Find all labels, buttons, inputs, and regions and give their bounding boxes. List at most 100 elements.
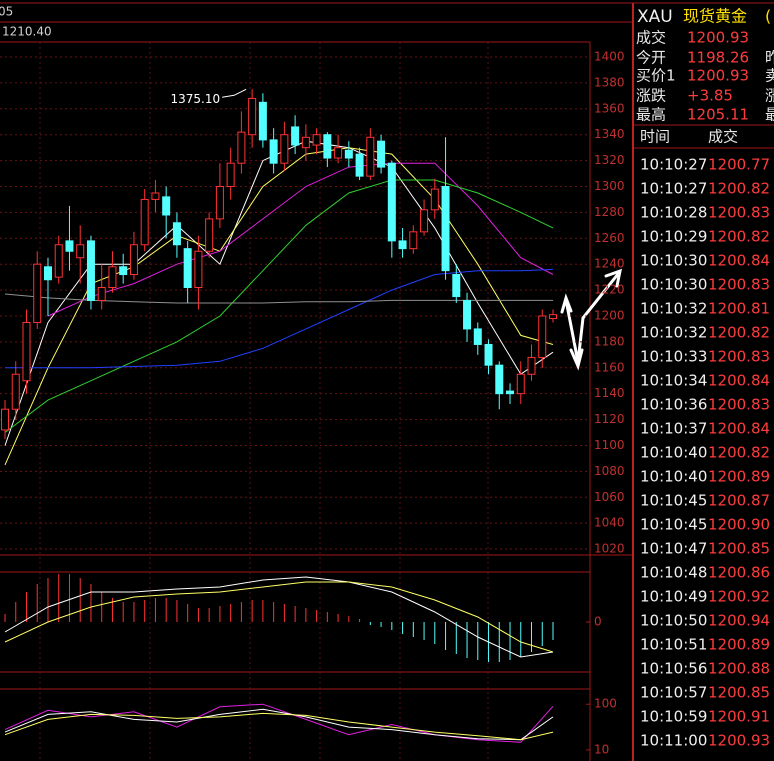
candle-body xyxy=(334,147,343,159)
trades-header: 成交 xyxy=(708,128,738,146)
candle-body xyxy=(409,231,418,250)
trade-time: 10:10:47 xyxy=(640,540,707,558)
trade-time: 10:10:48 xyxy=(640,564,707,582)
y-tick-label: 1160 xyxy=(594,360,625,374)
arrow-head xyxy=(560,293,573,314)
chart-panel: 1020 1040 1060 1080 1100 1120 1140 1160 1180 1200… xyxy=(0,50,625,556)
y-tick-label: 1180 xyxy=(594,334,625,348)
trade-price: 1200.83 xyxy=(708,348,770,366)
candle-body xyxy=(172,222,181,246)
quote-label: 最高 xyxy=(636,106,666,124)
trade-time: 10:10:49 xyxy=(640,588,707,606)
trade-price: 1200.82 xyxy=(708,444,770,462)
quote-value: +3.85 xyxy=(687,87,733,105)
trade-price: 1200.87 xyxy=(708,492,770,510)
trade-price: 1200.89 xyxy=(708,636,770,654)
y-tick-label: 1240 xyxy=(594,257,625,271)
annotation: 1375.10 xyxy=(171,92,221,106)
candle-body xyxy=(430,188,439,211)
trade-time: 10:10:56 xyxy=(640,660,707,678)
candle-body xyxy=(65,240,74,252)
trade-price: 1200.89 xyxy=(708,468,770,486)
trade-price: 1200.86 xyxy=(708,564,770,582)
arrow-path xyxy=(564,272,620,363)
candle-body xyxy=(516,373,525,395)
candle-body xyxy=(538,315,547,358)
candle-body xyxy=(43,266,52,281)
candle-body xyxy=(301,136,310,149)
trade-time: 10:10:40 xyxy=(640,444,707,462)
candle-body xyxy=(323,134,332,159)
candle-body xyxy=(54,244,63,278)
trade-time: 10:10:57 xyxy=(640,684,707,702)
quote-label: 今开 xyxy=(636,49,666,67)
candle-body xyxy=(452,274,461,298)
trade-time: 10:10:34 xyxy=(640,372,707,390)
trade-price: 1200.85 xyxy=(708,540,770,558)
readout: 1210.40 xyxy=(2,25,52,39)
y-tick-label: 0 xyxy=(594,615,602,629)
y-tick-label: 1300 xyxy=(594,179,625,193)
candle-body xyxy=(22,321,31,382)
candle-body xyxy=(312,134,321,146)
candle-body xyxy=(248,97,257,136)
candle-body xyxy=(473,328,482,345)
y-tick-label: 1040 xyxy=(594,516,625,530)
y-tick-label: 100 xyxy=(594,697,617,711)
trade-price: 1200.83 xyxy=(708,396,770,414)
trade-time: 10:10:27 xyxy=(640,180,707,198)
quote-label: 最 xyxy=(765,106,774,124)
candle-body xyxy=(398,240,407,250)
candle-body xyxy=(484,343,493,366)
y-tick-label: 1400 xyxy=(594,50,625,64)
candle-body xyxy=(420,209,429,233)
trade-time: 10:10:51 xyxy=(640,636,707,654)
trade-price: 1200.82 xyxy=(708,324,770,342)
quote-label: 卖 xyxy=(765,67,774,85)
y-tick-label: 1020 xyxy=(594,542,625,556)
candle-body xyxy=(1,408,9,431)
candle-body xyxy=(11,373,20,410)
y-tick-label: 1220 xyxy=(594,283,625,297)
candle-body xyxy=(366,136,375,177)
trade-time: 10:10:36 xyxy=(640,396,707,414)
candle-body xyxy=(527,356,536,375)
trade-price: 1200.83 xyxy=(708,204,770,222)
y-tick-label: 1100 xyxy=(594,438,625,452)
candle-body xyxy=(119,266,128,276)
candle-body xyxy=(441,185,450,272)
candle-body xyxy=(129,244,138,276)
indicator-line xyxy=(4,708,554,741)
indicator-line xyxy=(47,162,554,317)
candle-body xyxy=(140,198,149,246)
candle-body xyxy=(33,263,42,323)
instrument-suffix: ( xyxy=(765,7,771,26)
trade-price: 1200.84 xyxy=(708,372,770,390)
chart-panel: 100 10 xyxy=(4,697,617,756)
candle-body xyxy=(215,185,224,220)
candle-body xyxy=(162,196,171,216)
y-tick-label: 1140 xyxy=(594,386,625,400)
trade-price: 1200.82 xyxy=(708,228,770,246)
quote-label: 昨 xyxy=(765,49,774,67)
trade-price: 1200.91 xyxy=(708,708,770,726)
candle-body xyxy=(355,153,364,177)
y-tick-label: 1320 xyxy=(594,153,625,167)
candle-body xyxy=(344,149,353,159)
quote-value: 1200.93 xyxy=(687,29,749,47)
arrow-annotation xyxy=(560,268,622,371)
candle-body xyxy=(226,162,235,187)
trade-time: 10:10:37 xyxy=(640,420,707,438)
y-tick-label: 1260 xyxy=(594,231,625,245)
trade-time: 10:10:45 xyxy=(640,516,707,534)
indicator-line xyxy=(4,703,554,743)
trade-time: 10:10:59 xyxy=(640,708,707,726)
indicator-line xyxy=(4,712,554,741)
y-tick-label: 1080 xyxy=(594,464,625,478)
candle-body xyxy=(108,266,117,288)
indicator-line xyxy=(4,581,554,653)
candle-body xyxy=(495,364,504,395)
